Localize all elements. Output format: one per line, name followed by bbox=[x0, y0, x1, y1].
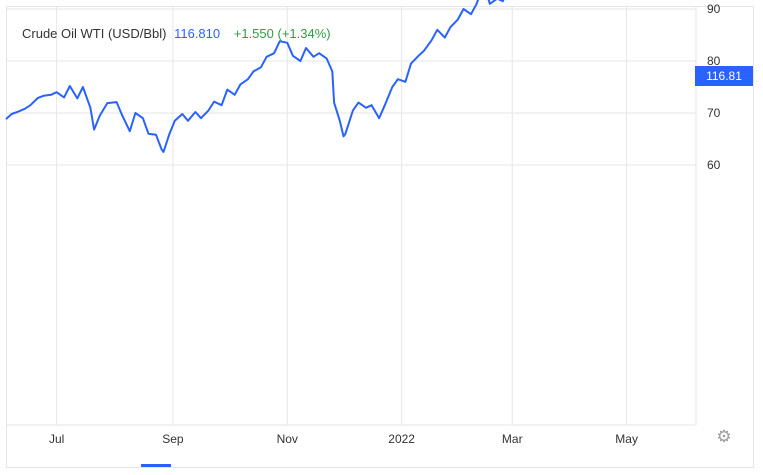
last-price: 116.810 bbox=[174, 26, 221, 41]
last-price-badge: 116.81 bbox=[695, 66, 753, 86]
instrument-name: Crude Oil WTI (USD/Bbl) bbox=[22, 26, 167, 41]
x-tick-label: Sep bbox=[162, 432, 184, 446]
axis-labels: 60708090100110120JulSepNov2022MarMay bbox=[49, 2, 721, 446]
y-tick-label: 80 bbox=[707, 54, 721, 68]
y-tick-label: 60 bbox=[707, 158, 721, 172]
x-tick-label: 2022 bbox=[388, 432, 415, 446]
gear-icon[interactable]: ⚙ bbox=[716, 427, 732, 446]
x-tick-label: May bbox=[615, 432, 638, 446]
x-tick-label: Jul bbox=[49, 432, 64, 446]
series-line bbox=[5, 0, 505, 153]
x-tick-label: Nov bbox=[277, 432, 298, 446]
grid-lines bbox=[6, 6, 697, 426]
price-change: +1.550 (+1.34%) bbox=[233, 26, 331, 41]
y-tick-label: 90 bbox=[707, 2, 721, 16]
chart-frame bbox=[6, 6, 754, 468]
range-scroll-marker[interactable] bbox=[141, 464, 171, 467]
price-series bbox=[5, 0, 505, 153]
x-tick-label: Mar bbox=[502, 432, 523, 446]
y-tick-label: 70 bbox=[707, 106, 721, 120]
chart-legend: Crude Oil WTI (USD/Bbl) 116.810 +1.550 (… bbox=[22, 26, 331, 41]
